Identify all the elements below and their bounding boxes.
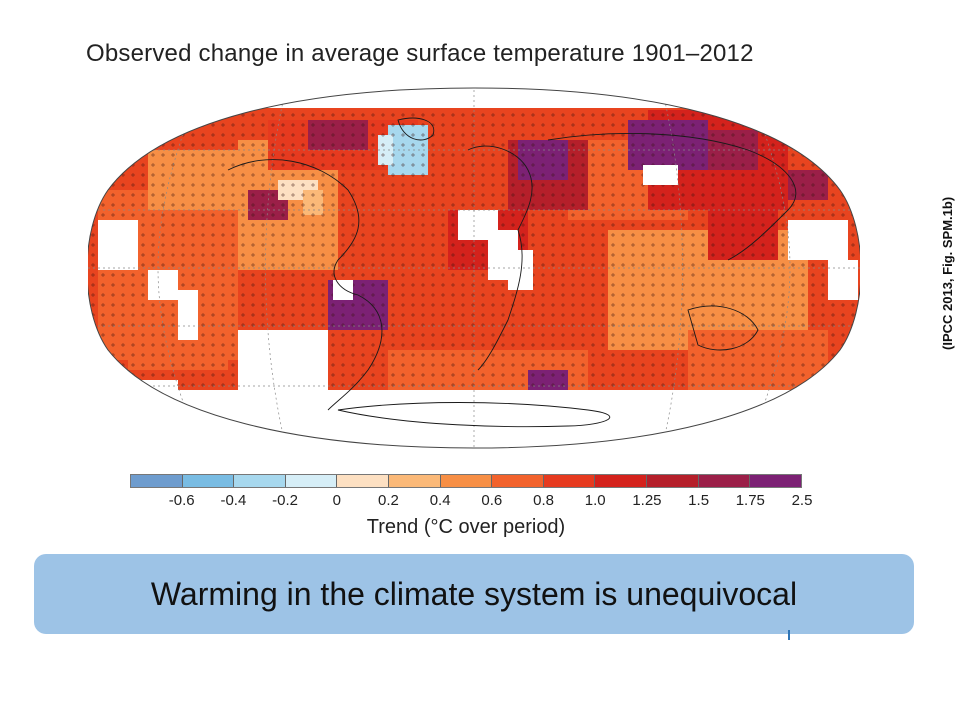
legend-swatch: [440, 475, 493, 487]
conclusion-banner: Warming in the climate system is unequiv…: [34, 554, 914, 634]
legend-tick-label: 0.4: [429, 492, 451, 509]
legend-tick-label: 0.2: [378, 492, 399, 509]
legend-swatch: [285, 475, 338, 487]
legend-tick-label: 1.0: [584, 492, 606, 509]
legend-swatch: [492, 475, 544, 487]
legend-swatch: [389, 475, 441, 487]
legend-tick-label: -0.6: [168, 492, 195, 509]
legend-swatch: [647, 475, 699, 487]
color-legend-ticks: -0.6 -0.4 -0.2 0 0.2 0.4 0.6 0.8 1.0 1.25 1.5 1.75 2…: [130, 492, 813, 512]
legend-swatch: [595, 475, 648, 487]
legend-swatch: [750, 475, 801, 487]
figure-credit: (IPCC 2013, Fig. SPM.1b): [940, 160, 960, 350]
legend-tick-label: 0.8: [533, 492, 554, 509]
decorative-mark: [788, 630, 790, 640]
legend-tick-label: 0: [332, 492, 341, 509]
color-legend-label: Trend (°C over period): [366, 516, 566, 538]
legend-tick-label: 1.75: [735, 492, 765, 509]
legend-tick-label: -0.4: [220, 492, 247, 509]
color-legend-bar: [130, 474, 802, 488]
legend-swatch: [698, 475, 751, 487]
legend-tick-label: 2.5: [791, 492, 813, 509]
credit-text: (IPCC 2013, Fig. SPM.1b): [940, 196, 955, 350]
legend-tick-label: -0.2: [272, 492, 298, 509]
figure-title: Observed change in average surface tempe…: [86, 40, 754, 67]
conclusion-text: Warming in the climate system is unequiv…: [150, 575, 798, 612]
legend-tick-label: 1.25: [632, 492, 662, 509]
legend-tick-label: 0.6: [481, 492, 503, 509]
world-temperature-map: [88, 87, 860, 449]
legend-swatch: [182, 475, 235, 487]
legend-tick-label: 1.5: [688, 492, 710, 509]
legend-swatch: [131, 475, 183, 487]
legend-swatch: [234, 475, 286, 487]
legend-swatch: [337, 475, 390, 487]
top-band: [0, 0, 960, 34]
legend-swatch: [543, 475, 596, 487]
